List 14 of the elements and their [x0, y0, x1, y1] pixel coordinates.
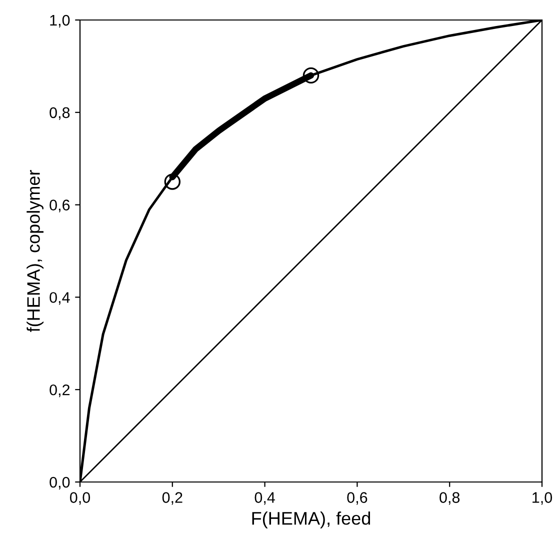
- x-tick-label: 0,0: [70, 492, 90, 505]
- x-tick-label: 0,8: [440, 492, 460, 505]
- y-axis-title: f(HEMA), copolymer: [26, 170, 44, 332]
- x-tick-label: 0,6: [347, 492, 368, 505]
- x-tick-label: 1,0: [532, 492, 552, 505]
- y-tick-label: 0,4: [50, 292, 70, 305]
- x-axis-title: F(HEMA), feed: [252, 512, 370, 528]
- y-tick-label: 1,0: [50, 14, 70, 28]
- x-tick-label: 0,2: [162, 492, 182, 505]
- y-tick-label: 0,8: [50, 107, 70, 120]
- y-tick-label: 0,0: [50, 476, 70, 490]
- x-tick-label: 0,4: [254, 492, 275, 505]
- y-tick-label: 0,2: [50, 384, 70, 398]
- y-tick-label: 0,6: [50, 200, 70, 212]
